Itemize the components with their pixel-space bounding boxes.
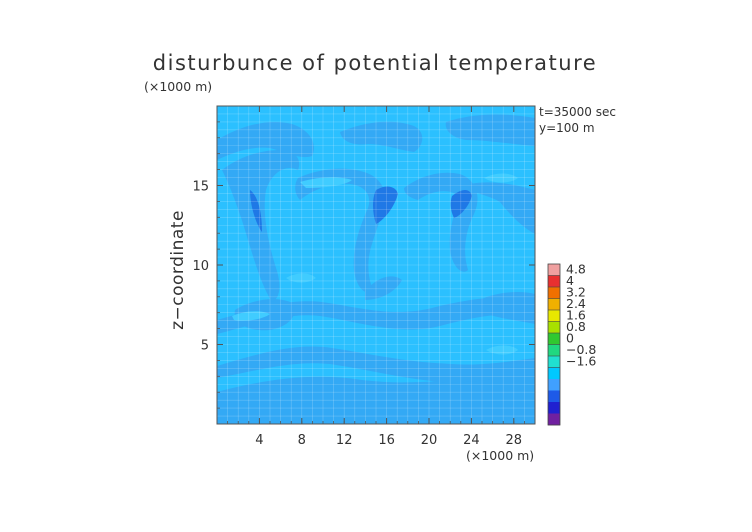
heatmap-field	[217, 106, 535, 424]
grid-lines	[217, 106, 535, 424]
colorbar-label: 4.8	[566, 262, 586, 277]
colorbar-label: 2.4	[566, 296, 586, 311]
plume-center-core	[373, 186, 398, 224]
positive-patch-5	[484, 173, 518, 183]
colorbar-swatch	[548, 298, 560, 311]
colorbar-label: 3.2	[566, 285, 586, 300]
y-tick-label: 15	[192, 180, 209, 195]
upper-band-far-right	[445, 114, 535, 146]
colorbar-swatch	[548, 275, 560, 288]
colorbar-swatch	[548, 344, 560, 357]
y-section-annotation: y=100 m	[539, 121, 595, 135]
negative-band-mid	[217, 296, 535, 334]
colorbar-label: 0.8	[566, 319, 586, 334]
negative-ridge-center	[365, 276, 402, 300]
plume-left-core	[250, 190, 262, 232]
plume-center	[295, 168, 388, 293]
colorbar-swatch	[548, 379, 560, 391]
x-tick-label: 8	[298, 433, 306, 448]
x-unit-label: (×1000 m)	[466, 448, 534, 463]
positive-patch-2	[232, 311, 270, 321]
colorbar-label: −0.8	[566, 342, 596, 357]
y-tick-label: 5	[201, 339, 209, 354]
colorbar-label: −1.6	[566, 354, 596, 369]
colorbar-swatch	[548, 321, 560, 334]
colorbar-swatch	[548, 402, 560, 414]
y-unit-label: (×1000 m)	[144, 79, 212, 94]
y-axis: 5 10 15	[192, 121, 535, 409]
colorbar-swatch	[548, 413, 560, 426]
x-tick-label: 28	[506, 433, 523, 448]
negative-band-low-1	[217, 370, 535, 424]
x-tick-label: 16	[378, 433, 395, 448]
time-annotation: t=35000 sec	[539, 105, 616, 119]
positive-patch-3	[286, 273, 316, 283]
colorbar-swatch	[548, 390, 560, 403]
colorbar-swatch	[548, 356, 560, 368]
colorbar-swatch	[548, 310, 560, 322]
colorbar-swatch	[548, 333, 560, 345]
positive-patch-1	[300, 177, 352, 188]
colorbar-label: 0	[566, 331, 574, 346]
upper-band-right	[340, 121, 423, 152]
x-axis: 4 8 12 16 20 24 28	[227, 106, 525, 448]
plume-right-core	[450, 190, 472, 218]
colorbar-label: 1.6	[566, 308, 586, 323]
y-tick-label: 10	[192, 259, 209, 274]
negative-lobe-lower-right	[480, 292, 535, 324]
colorbar: 4.843.22.41.60.80−0.8−1.6	[547, 262, 596, 426]
x-tick-label: 20	[421, 433, 438, 448]
x-tick-label: 4	[255, 433, 263, 448]
x-tick-label: 24	[463, 433, 480, 448]
plume-far-right	[470, 182, 535, 234]
y-axis-label: z−coordinate	[168, 210, 188, 330]
colorbar-label: 4	[566, 273, 574, 288]
negative-band-low-2	[217, 346, 535, 383]
x-tick-label: 12	[336, 433, 353, 448]
colorbar-swatch	[548, 287, 560, 299]
chart-title: disturbunce of potential temperature	[153, 51, 597, 75]
upper-band-left	[217, 121, 314, 160]
colorbar-swatch	[548, 264, 560, 276]
colorbar-swatch	[548, 367, 560, 380]
positive-patch-4	[486, 345, 518, 355]
